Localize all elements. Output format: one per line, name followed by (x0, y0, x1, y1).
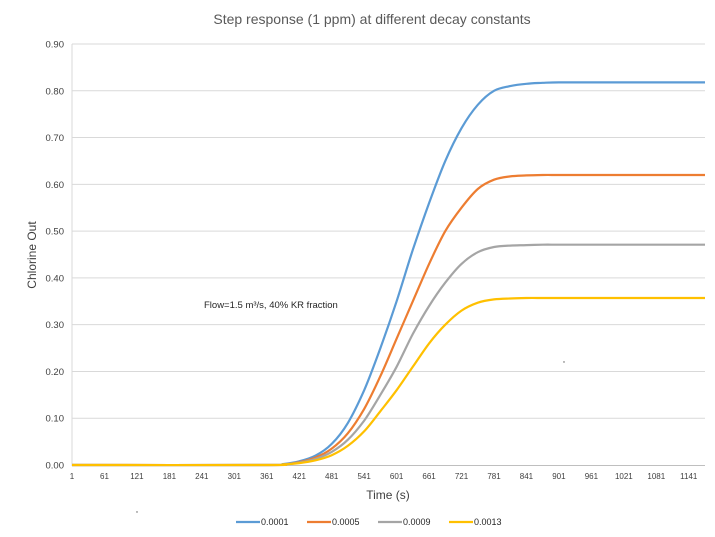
x-tick-label: 301 (228, 472, 242, 481)
y-tick-label: 0.10 (46, 414, 65, 425)
gridlines (72, 43, 705, 419)
stray-dot (563, 361, 565, 363)
stray-dot (136, 511, 138, 513)
x-tick-label: 601 (390, 472, 404, 481)
x-tick-label: 901 (552, 472, 566, 481)
series-lines (71, 81, 705, 467)
x-tick-label: 721 (455, 472, 469, 481)
x-tick-label: 1081 (647, 472, 665, 481)
y-tick-label: 0.00 (46, 461, 65, 472)
legend-label: 0.0001 (261, 517, 289, 527)
y-axis-title: Chlorine Out (25, 221, 39, 289)
y-tick-labels: 0.00 0.10 0.20 0.30 0.40 0.50 0.60 0.70 0.80 0.90 (46, 40, 65, 472)
x-tick-label: 421 (293, 472, 307, 481)
series-line-0.0013 (71, 296, 705, 467)
x-tick-label: 841 (520, 472, 534, 481)
legend: 0.0001 0.0005 0.0009 0.0013 (236, 517, 502, 527)
x-tick-label: 1 (70, 472, 75, 481)
x-tick-label: 961 (585, 472, 599, 481)
chart-title: Step response (1 ppm) at different decay… (213, 11, 530, 27)
y-tick-label: 0.90 (46, 40, 65, 51)
y-tick-label: 0.70 (46, 133, 65, 144)
x-tick-label: 541 (357, 472, 371, 481)
x-tick-label: 661 (422, 472, 436, 481)
x-tick-label: 181 (163, 472, 177, 481)
y-tick-label: 0.30 (46, 320, 65, 331)
x-axis-title: Time (s) (366, 488, 410, 502)
x-tick-label: 781 (487, 472, 501, 481)
legend-label: 0.0013 (474, 517, 502, 527)
y-tick-label: 0.80 (46, 86, 65, 97)
x-tick-labels: 1 61 121 181 241 301 361 421 481 541 601 661 721 781 8… (70, 472, 698, 481)
x-tick-label: 241 (195, 472, 209, 481)
annotation-text: Flow=1.5 m³/s, 40% KR fraction (204, 300, 338, 311)
y-tick-label: 0.50 (46, 227, 65, 238)
x-tick-label: 121 (130, 472, 144, 481)
y-tick-label: 0.40 (46, 273, 65, 284)
x-tick-label: 1021 (615, 472, 633, 481)
y-tick-label: 0.60 (46, 180, 65, 191)
x-tick-label: 481 (325, 472, 339, 481)
x-tick-label: 61 (100, 472, 109, 481)
x-tick-label: 361 (260, 472, 274, 481)
x-tick-label: 1141 (680, 472, 698, 481)
y-tick-label: 0.20 (46, 367, 65, 378)
legend-label: 0.0009 (403, 517, 431, 527)
legend-label: 0.0005 (332, 517, 360, 527)
